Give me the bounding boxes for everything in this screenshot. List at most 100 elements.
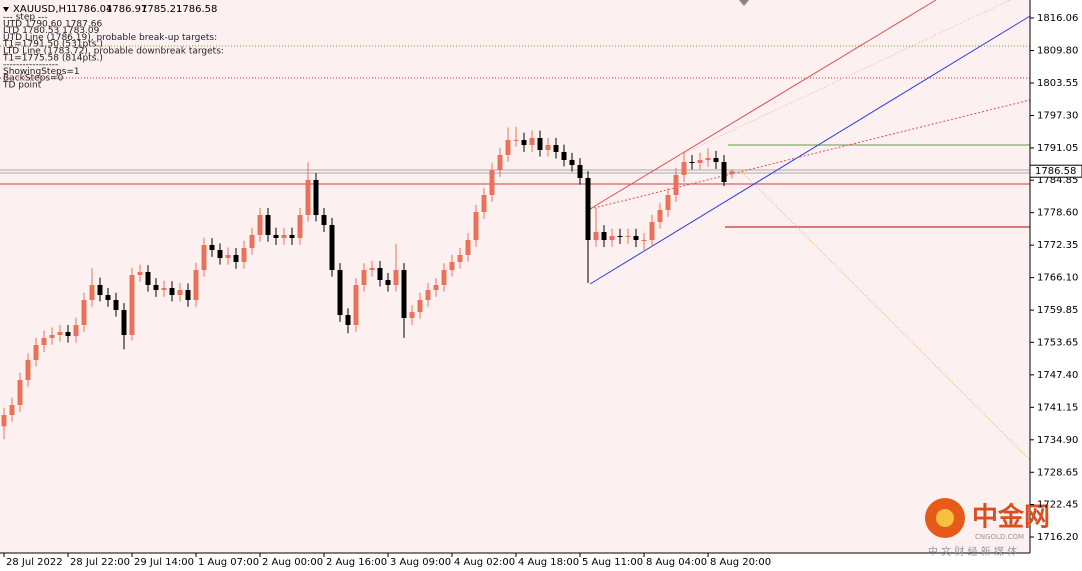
candle-body	[505, 140, 511, 155]
candle-body	[169, 287, 175, 296]
candle-body	[257, 215, 263, 235]
candle-body	[57, 332, 63, 335]
ohlc-open: 1786.04	[71, 4, 112, 15]
annotation: T1=1775.58 (814pts.)	[2, 53, 103, 63]
annotation: ShowingSteps=1	[3, 67, 80, 77]
header: XAUUSD,H1 1786.04 1786.97 1785.21 1786.5…	[3, 4, 217, 15]
candle-body	[465, 240, 471, 255]
annotation: LTD Line (1783.72), probable downbreak t…	[3, 47, 224, 57]
logo-text: 中金网	[972, 502, 1050, 533]
y-tick-label: 1797.30	[1037, 110, 1078, 121]
candle-body	[433, 284, 439, 291]
shift-marker	[739, 0, 749, 6]
candle-body	[177, 290, 183, 296]
candle-body	[233, 254, 239, 262]
candle-body	[185, 290, 191, 300]
y-tick-label: 1816.06	[1037, 13, 1078, 24]
trend-line	[589, 0, 937, 210]
y-tick-label: 1728.65	[1037, 467, 1078, 478]
candle-body	[265, 215, 271, 235]
x-tick-label: 8 Aug 20:00	[710, 557, 771, 568]
candle-body	[329, 224, 335, 271]
candle-body	[473, 212, 479, 241]
y-tick-label: 1778.60	[1037, 208, 1078, 219]
candle-body	[385, 279, 391, 285]
candle-body	[401, 270, 407, 318]
candle-body	[369, 267, 375, 271]
x-ticks: 28 Jul 2022 28 Jul 22:00 29 Jul 14:00 1 Aug…	[3, 553, 771, 568]
y-tick-label: 1809.80	[1037, 46, 1078, 57]
candle-body	[49, 334, 55, 338]
annotation: -----------------	[3, 60, 58, 70]
trend-line	[589, 99, 1031, 210]
candle-body	[241, 248, 247, 262]
candle-body	[201, 245, 207, 271]
candle-body	[41, 337, 47, 346]
x-tick-label: 5 Aug 11:00	[582, 557, 643, 568]
candle-body	[601, 232, 607, 241]
candle-body	[1, 415, 7, 427]
annotation: TD point	[2, 81, 42, 91]
x-tick-label: 4 Aug 18:00	[518, 557, 579, 568]
candle-body	[417, 299, 423, 312]
slogan: 中 文 财 经 新 媒 体	[928, 545, 1017, 558]
annotation: UTD Line (1786.19), probable break-up ta…	[3, 33, 217, 43]
candle-body	[649, 221, 655, 241]
candle-body	[569, 159, 575, 166]
candle-body	[489, 170, 495, 196]
candle-body	[137, 271, 143, 275]
x-tick-label: 28 Jul 2022	[6, 557, 63, 568]
price-label: 1786.58	[1035, 166, 1076, 177]
candle-body	[345, 315, 351, 325]
candle-body	[657, 209, 663, 222]
candle-body	[25, 359, 31, 380]
candle-body	[89, 284, 95, 300]
candle-body	[593, 232, 599, 241]
candle-body	[513, 140, 519, 142]
candle-body	[97, 284, 103, 296]
candle-body	[289, 234, 295, 238]
logo-icon	[936, 509, 954, 527]
indicator-lines	[0, 0, 1031, 461]
candle-body	[121, 309, 127, 335]
candle-body	[249, 234, 255, 249]
candle-body	[129, 274, 135, 335]
candle-body	[321, 215, 327, 225]
candle-body	[217, 249, 223, 258]
candle-body	[721, 162, 727, 183]
candle-body	[729, 171, 735, 175]
candle-body	[9, 404, 15, 416]
candle-body	[521, 140, 527, 146]
price-label-box	[1029, 164, 1082, 178]
candle-body	[425, 290, 431, 300]
trend-line	[589, 15, 1031, 285]
candle-body	[225, 254, 231, 258]
annotation: LTD 1780.53 1783.09	[3, 26, 100, 36]
y-tick-label: 1784.85	[1037, 175, 1078, 186]
candle-body	[577, 165, 583, 179]
ohlc-low: 1785.21	[141, 4, 182, 15]
candle-body	[697, 159, 703, 163]
candle-body	[441, 270, 447, 285]
candle-body	[689, 162, 695, 164]
menu-arrow	[3, 7, 9, 12]
candle-body	[273, 234, 279, 238]
x-tick-label: 8 Aug 04:00	[646, 557, 707, 568]
watermark: 中金网 CNGOLD.COM 中 文 财 经 新 媒 体	[925, 498, 1050, 558]
candle-body	[17, 379, 23, 405]
annotation: --- step ---	[3, 13, 48, 23]
candle-body	[553, 145, 559, 152]
candle-body	[281, 234, 287, 238]
x-tick-label: 2 Aug 16:00	[326, 557, 387, 568]
y-tick-label: 1753.65	[1037, 337, 1078, 348]
candle-body	[561, 151, 567, 160]
candle-body	[337, 270, 343, 316]
candle-body	[393, 270, 399, 285]
candle-body	[641, 240, 647, 242]
candles	[1, 126, 735, 440]
candle-body	[481, 195, 487, 213]
candle-body	[353, 284, 359, 325]
candle-body	[153, 284, 159, 291]
candle-body	[705, 158, 711, 160]
candle-body	[313, 179, 319, 216]
